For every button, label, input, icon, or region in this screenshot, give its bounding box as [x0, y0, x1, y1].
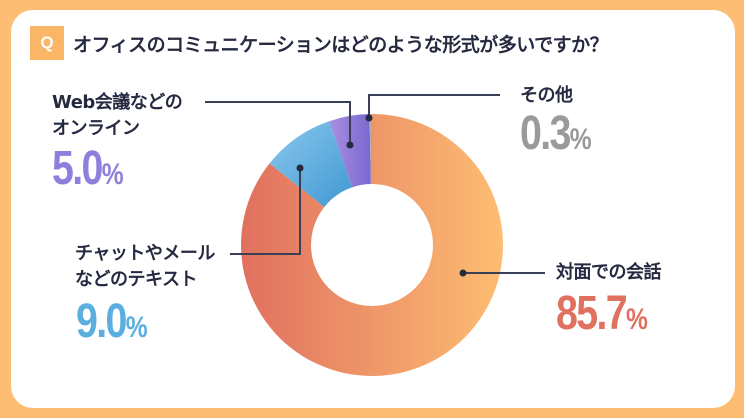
label-other: その他 [520, 85, 573, 106]
value-face-to-face: 85.7% [556, 290, 648, 344]
value-number: 0.3 [520, 107, 571, 160]
value-unit: % [101, 158, 124, 191]
slice-text [269, 121, 353, 208]
value-text: 9.0% [76, 298, 148, 352]
value-unit: % [125, 311, 148, 344]
label-face-to-face: 対面での会話 [556, 262, 662, 283]
value-unit: % [569, 123, 592, 156]
value-other: 0.3% [520, 110, 592, 164]
label-text-line2: などのテキスト [75, 269, 197, 290]
leader-dot-face-to-face [459, 269, 467, 277]
value-number: 85.7 [556, 287, 628, 340]
label-online-line2: オンライン [52, 118, 140, 139]
value-online: 5.0% [52, 145, 124, 199]
question-title: オフィスのコミュニケーションはどのような形式が多いですか？ [73, 34, 609, 56]
slice-online [329, 114, 371, 188]
value-number: 5.0 [52, 142, 103, 195]
label-text-line1: チャットやメール [75, 243, 215, 264]
leader-dot-online [346, 141, 354, 149]
value-unit: % [626, 303, 648, 336]
leader-dot-other [365, 114, 373, 122]
slice-other [369, 114, 372, 185]
question-badge: Q [30, 26, 64, 60]
leader-line-text [230, 168, 301, 255]
leader-line-other [368, 94, 500, 118]
label-online-line1: Web会議などの [52, 92, 183, 113]
value-number: 9.0 [76, 295, 127, 348]
slice-face-to-face [240, 114, 503, 376]
leader-line-online [205, 101, 351, 145]
leader-dot-text [296, 164, 304, 172]
